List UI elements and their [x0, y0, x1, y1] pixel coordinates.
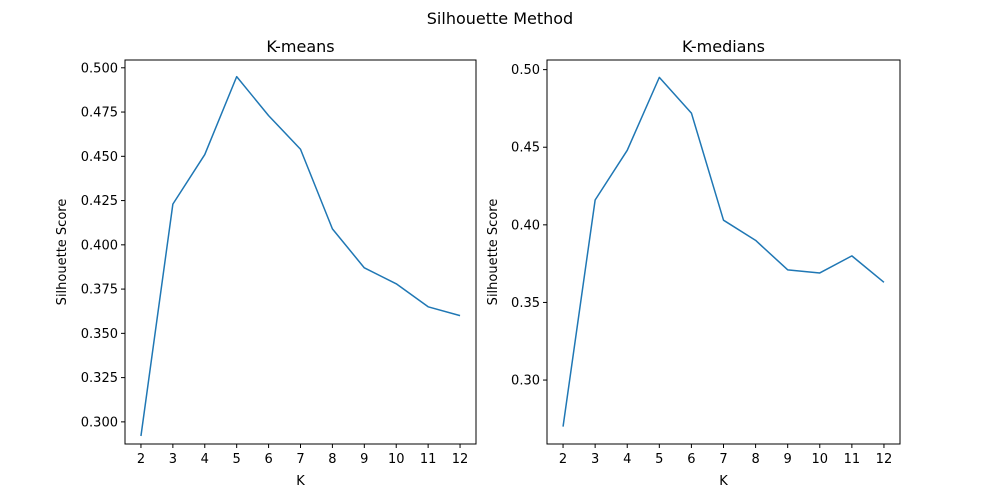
series-line [140, 75, 461, 437]
figure-title: Silhouette Method [427, 9, 573, 28]
y-tick-label: 0.30 [511, 374, 540, 389]
x-tick-label: 7 [719, 452, 727, 467]
x-tick-label: 5 [233, 452, 241, 467]
x-tick-label: 6 [687, 452, 695, 467]
y-tick-label: 0.475 [81, 106, 118, 121]
y-tick-label: 0.450 [81, 150, 118, 165]
x-tick-label: 12 [876, 452, 893, 467]
x-tick-label: 9 [784, 452, 792, 467]
plot-frame [546, 59, 901, 445]
x-tick-label: 11 [420, 452, 437, 467]
chart-kmedians: K-medians K Silhouette Score 2 3 4 5 6 7 8 9 10 1… [486, 37, 901, 489]
x-tick-label: 7 [296, 452, 304, 467]
x-tick-label: 8 [328, 452, 336, 467]
chart-title: K-means [266, 37, 334, 56]
x-tick-label: 6 [264, 452, 272, 467]
plot-frame [124, 59, 477, 445]
y-tick-label: 0.40 [511, 218, 540, 233]
x-tick-label: 2 [559, 452, 567, 467]
y-tick-label: 0.400 [81, 238, 118, 253]
x-tick-label: 11 [844, 452, 861, 467]
chart-title: K-medians [682, 37, 765, 56]
x-tick-label: 9 [360, 452, 368, 467]
y-axis-label: Silhouette Score [486, 199, 501, 306]
x-tick-label: 12 [452, 452, 469, 467]
y-tick-label: 0.325 [81, 371, 118, 386]
y-tick-label: 0.50 [511, 63, 540, 78]
y-axis-label: Silhouette Score [55, 199, 70, 306]
x-tick-label: 8 [751, 452, 759, 467]
x-tick-label: 10 [388, 452, 405, 467]
x-tick-label: 10 [811, 452, 828, 467]
x-tick-label: 3 [591, 452, 599, 467]
y-tick-label: 0.300 [81, 415, 118, 430]
y-tick-label: 0.45 [511, 141, 540, 156]
x-tick-label: 4 [201, 452, 209, 467]
x-tick-label: 2 [137, 452, 145, 467]
series-line [562, 76, 885, 427]
x-axis-label: K [719, 474, 728, 489]
chart-kmeans: K-means K Silhouette Score 2 3 4 5 6 7 8 9 10 11 1… [55, 37, 477, 489]
x-axis-label: K [296, 474, 305, 489]
y-tick-label: 0.35 [511, 296, 540, 311]
x-tick-label: 4 [623, 452, 631, 467]
x-tick-label: 3 [169, 452, 177, 467]
y-tick-label: 0.375 [81, 283, 118, 298]
y-tick-label: 0.500 [81, 61, 118, 76]
y-tick-label: 0.350 [81, 327, 118, 342]
y-tick-label: 0.425 [81, 194, 118, 209]
x-tick-label: 5 [655, 452, 663, 467]
